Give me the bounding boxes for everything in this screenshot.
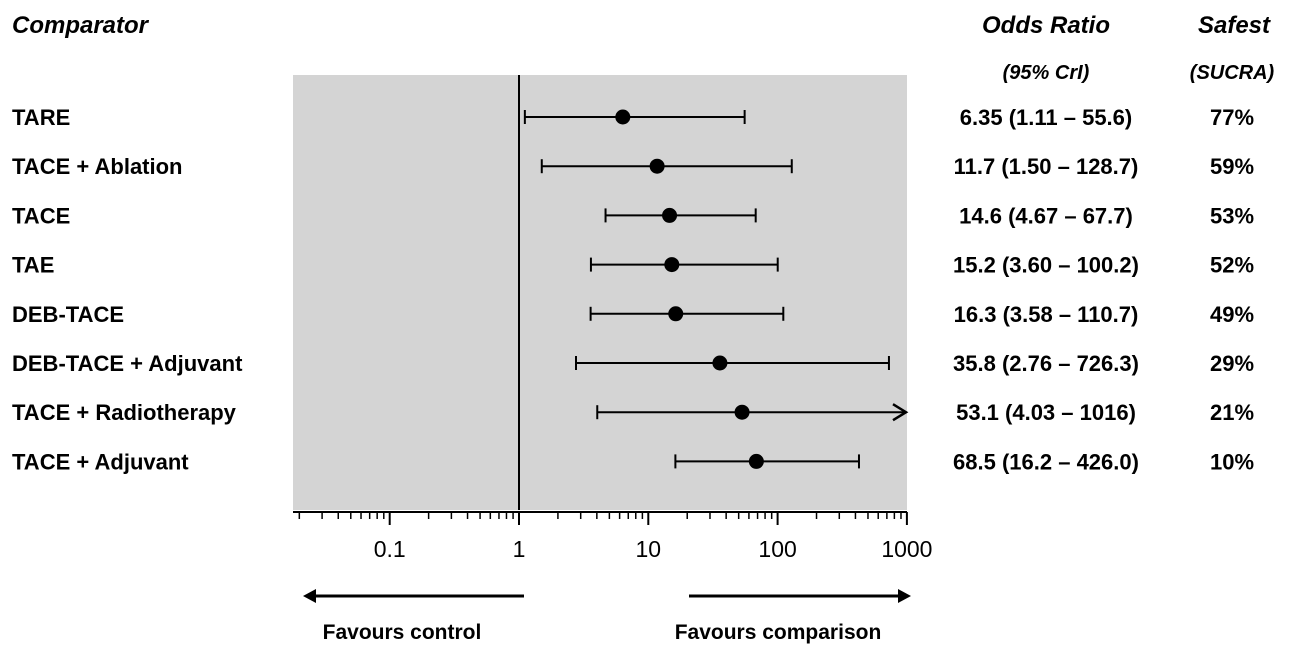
sucra-value: 10% [1210,449,1254,474]
sucra-value: 29% [1210,351,1254,376]
odds-ratio-value: 53.1 (4.03 – 1016) [956,400,1136,425]
point-estimate [668,306,684,322]
sucra-value: 52% [1210,253,1254,278]
header-odds-ratio-sub: (95% CrI) [1003,62,1090,84]
odds-ratio-value: 16.3 (3.58 – 110.7) [954,302,1139,327]
point-estimate [664,257,680,273]
odds-ratio-value: 11.7 (1.50 – 128.7) [954,154,1139,179]
favours-control-label: Favours control [323,621,482,644]
point-estimate [734,404,750,420]
point-estimate [748,453,764,469]
point-estimate [649,158,665,174]
odds-ratio-value: 15.2 (3.60 – 100.2) [953,253,1139,278]
row-label: TAE [12,253,54,278]
odds-ratio-value: 6.35 (1.11 – 55.6) [960,105,1132,130]
favours-control-arrow [303,589,524,603]
row-label: TACE + Radiotherapy [12,400,237,425]
forest-row: DEB-TACE 16.3 (3.58 – 110.7) 49% [12,302,1254,327]
sucra-value: 53% [1210,203,1254,228]
forest-row: TACE + Ablation 11.7 (1.50 – 128.7) 59% [12,154,1254,179]
forest-row: TACE + Radiotherapy 53.1 (4.03 – 1016) 21% [12,400,1254,425]
point-estimate [615,109,631,125]
x-axis: 0.1 1 10 100 1000 [293,511,932,562]
ci-arrow [892,403,909,422]
row-label: TACE + Ablation [12,154,183,179]
x-tick-label: 0.1 [374,536,406,562]
forest-row: TACE + Adjuvant 68.5 (16.2 – 426.0) 10% [12,449,1254,474]
forest-rows: TARE 6.35 (1.11 – 55.6) 77% TACE + Ablation… [12,105,1254,474]
favours-comparison-label: Favours comparison [675,621,882,644]
forest-row: TAE 15.2 (3.60 – 100.2) 52% [12,253,1254,278]
point-estimate [712,355,728,371]
row-label: DEB-TACE [12,302,124,327]
odds-ratio-value: 14.6 (4.67 – 67.7) [959,203,1133,228]
x-tick-label: 1000 [881,536,932,562]
sucra-value: 49% [1210,302,1254,327]
sucra-value: 77% [1210,105,1254,130]
header-safest-sub: (SUCRA) [1190,62,1275,84]
forest-row: DEB-TACE + Adjuvant 35.8 (2.76 – 726.3) 29… [12,351,1254,376]
odds-ratio-value: 35.8 (2.76 – 726.3) [953,351,1139,376]
row-label: TACE + Adjuvant [12,449,189,474]
row-label: DEB-TACE + Adjuvant [12,351,243,376]
row-label: TACE [12,203,70,228]
favours-comparison-arrow [689,589,911,603]
point-estimate [662,207,678,223]
x-tick-label: 100 [758,536,796,562]
header-comparator: Comparator [12,12,150,39]
forest-row: TARE 6.35 (1.11 – 55.6) 77% [12,105,1254,130]
forest-row: TACE 14.6 (4.67 – 67.7) 53% [12,203,1254,228]
row-label: TARE [12,105,70,130]
odds-ratio-value: 68.5 (16.2 – 426.0) [953,449,1139,474]
header-odds-ratio: Odds Ratio [982,12,1110,39]
x-tick-label: 10 [636,536,662,562]
sucra-value: 59% [1210,154,1254,179]
x-tick-label: 1 [513,536,526,562]
header-safest: Safest [1198,12,1271,39]
plot-panel [293,75,907,510]
sucra-value: 21% [1210,400,1254,425]
